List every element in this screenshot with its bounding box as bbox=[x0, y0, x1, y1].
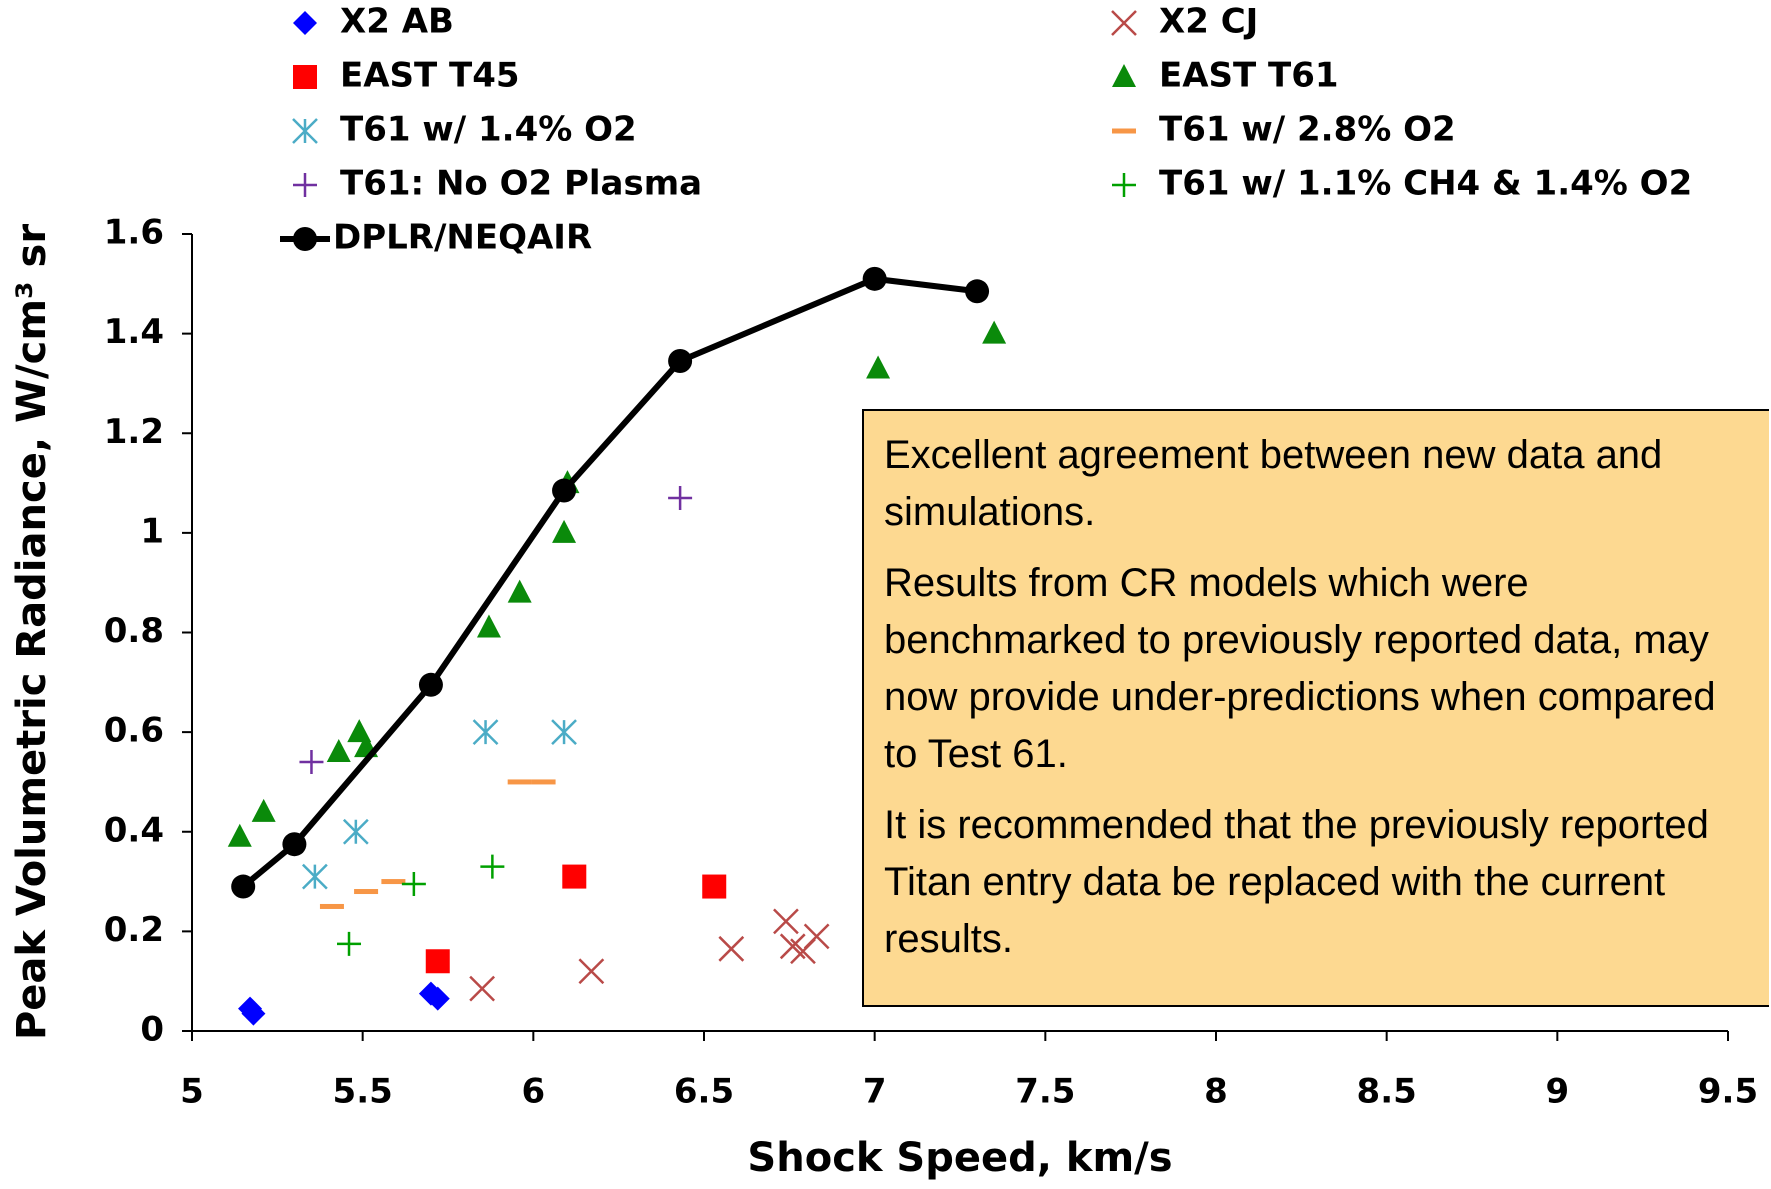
x-tick-label: 5.5 bbox=[333, 1072, 393, 1112]
x-tick-label: 6 bbox=[521, 1072, 545, 1112]
point bbox=[552, 478, 577, 503]
y-tick-label: 0 bbox=[140, 1010, 164, 1050]
point bbox=[241, 1001, 266, 1026]
point bbox=[319, 903, 344, 909]
legend-marker bbox=[1112, 64, 1136, 87]
point bbox=[301, 863, 328, 890]
point bbox=[702, 874, 727, 899]
point bbox=[425, 949, 450, 974]
point bbox=[354, 889, 379, 895]
point bbox=[227, 823, 252, 847]
legend-marker bbox=[293, 11, 317, 35]
y-tick-label: 0.2 bbox=[104, 910, 164, 950]
point bbox=[803, 923, 830, 950]
x-tick-label: 9.5 bbox=[1698, 1072, 1758, 1112]
point bbox=[282, 832, 307, 857]
point bbox=[425, 986, 450, 1011]
legend-marker bbox=[1111, 10, 1137, 36]
point bbox=[507, 779, 532, 785]
point bbox=[418, 672, 443, 697]
x-tick-label: 6.5 bbox=[674, 1072, 734, 1112]
point bbox=[773, 908, 799, 935]
legend-marker bbox=[1112, 128, 1136, 134]
point bbox=[231, 874, 256, 899]
point bbox=[337, 931, 362, 956]
legend-marker bbox=[293, 65, 317, 89]
point bbox=[668, 349, 693, 374]
point bbox=[381, 879, 406, 885]
point bbox=[531, 779, 556, 785]
point bbox=[299, 750, 324, 775]
legend-label: X2 CJ bbox=[1159, 2, 1258, 42]
annotation: Excellent agreement between new data and… bbox=[884, 433, 1663, 534]
x-tick-label: 5 bbox=[180, 1072, 204, 1112]
point bbox=[982, 320, 1007, 344]
point bbox=[668, 486, 693, 511]
point bbox=[866, 355, 891, 379]
point bbox=[552, 519, 577, 543]
legend-label: T61 w/ 1.4% O2 bbox=[340, 110, 637, 150]
legend-marker bbox=[292, 118, 318, 144]
x-tick-label: 9 bbox=[1545, 1072, 1569, 1112]
point bbox=[342, 818, 369, 845]
x-tick-label: 8 bbox=[1204, 1072, 1228, 1112]
point bbox=[965, 279, 990, 304]
point bbox=[251, 798, 276, 822]
y-axis-title: Peak Volumetric Radiance, W/cm³ sr bbox=[9, 224, 55, 1040]
y-tick-label: 1.6 bbox=[104, 213, 164, 253]
legend-marker bbox=[293, 227, 317, 251]
legend-label: T61 w/ 1.1% CH4 & 1.4% O2 bbox=[1159, 164, 1692, 204]
legend-label: T61: No O2 Plasma bbox=[340, 164, 702, 204]
x-axis-title: Shock Speed, km/s bbox=[747, 1135, 1172, 1181]
y-tick-label: 1.2 bbox=[104, 412, 164, 452]
point bbox=[551, 719, 577, 746]
y-tick-label: 0.4 bbox=[104, 810, 164, 850]
y-tick-label: 0.8 bbox=[104, 611, 164, 651]
point bbox=[326, 739, 351, 763]
point bbox=[562, 864, 587, 889]
legend-label: EAST T45 bbox=[340, 56, 520, 96]
y-tick-label: 0.6 bbox=[104, 711, 164, 751]
point bbox=[472, 719, 499, 746]
annotation: Results from CR models which were benchm… bbox=[884, 561, 1716, 776]
y-tick-label: 1.4 bbox=[104, 312, 164, 352]
x-tick-label: 7 bbox=[863, 1072, 887, 1112]
point bbox=[862, 266, 887, 291]
x-tick-label: 7.5 bbox=[1015, 1072, 1075, 1112]
legend-label: T61 w/ 2.8% O2 bbox=[1159, 110, 1456, 150]
legend-marker bbox=[293, 173, 317, 197]
point bbox=[469, 975, 496, 1002]
point bbox=[480, 854, 505, 879]
point bbox=[578, 958, 605, 985]
annotation: It is recommended that the previously re… bbox=[884, 803, 1709, 961]
point bbox=[476, 614, 501, 638]
point bbox=[401, 872, 426, 897]
legend-label: X2 AB bbox=[340, 2, 454, 42]
point bbox=[718, 935, 745, 962]
x-tick-label: 8.5 bbox=[1357, 1072, 1417, 1112]
y-tick-label: 1 bbox=[140, 511, 164, 551]
point bbox=[507, 579, 532, 603]
legend-label: EAST T61 bbox=[1159, 56, 1339, 96]
legend-label: DPLR/NEQAIR bbox=[333, 218, 592, 258]
legend-marker bbox=[1112, 173, 1136, 197]
annotation-box: Excellent agreement between new data and… bbox=[862, 409, 1769, 1007]
